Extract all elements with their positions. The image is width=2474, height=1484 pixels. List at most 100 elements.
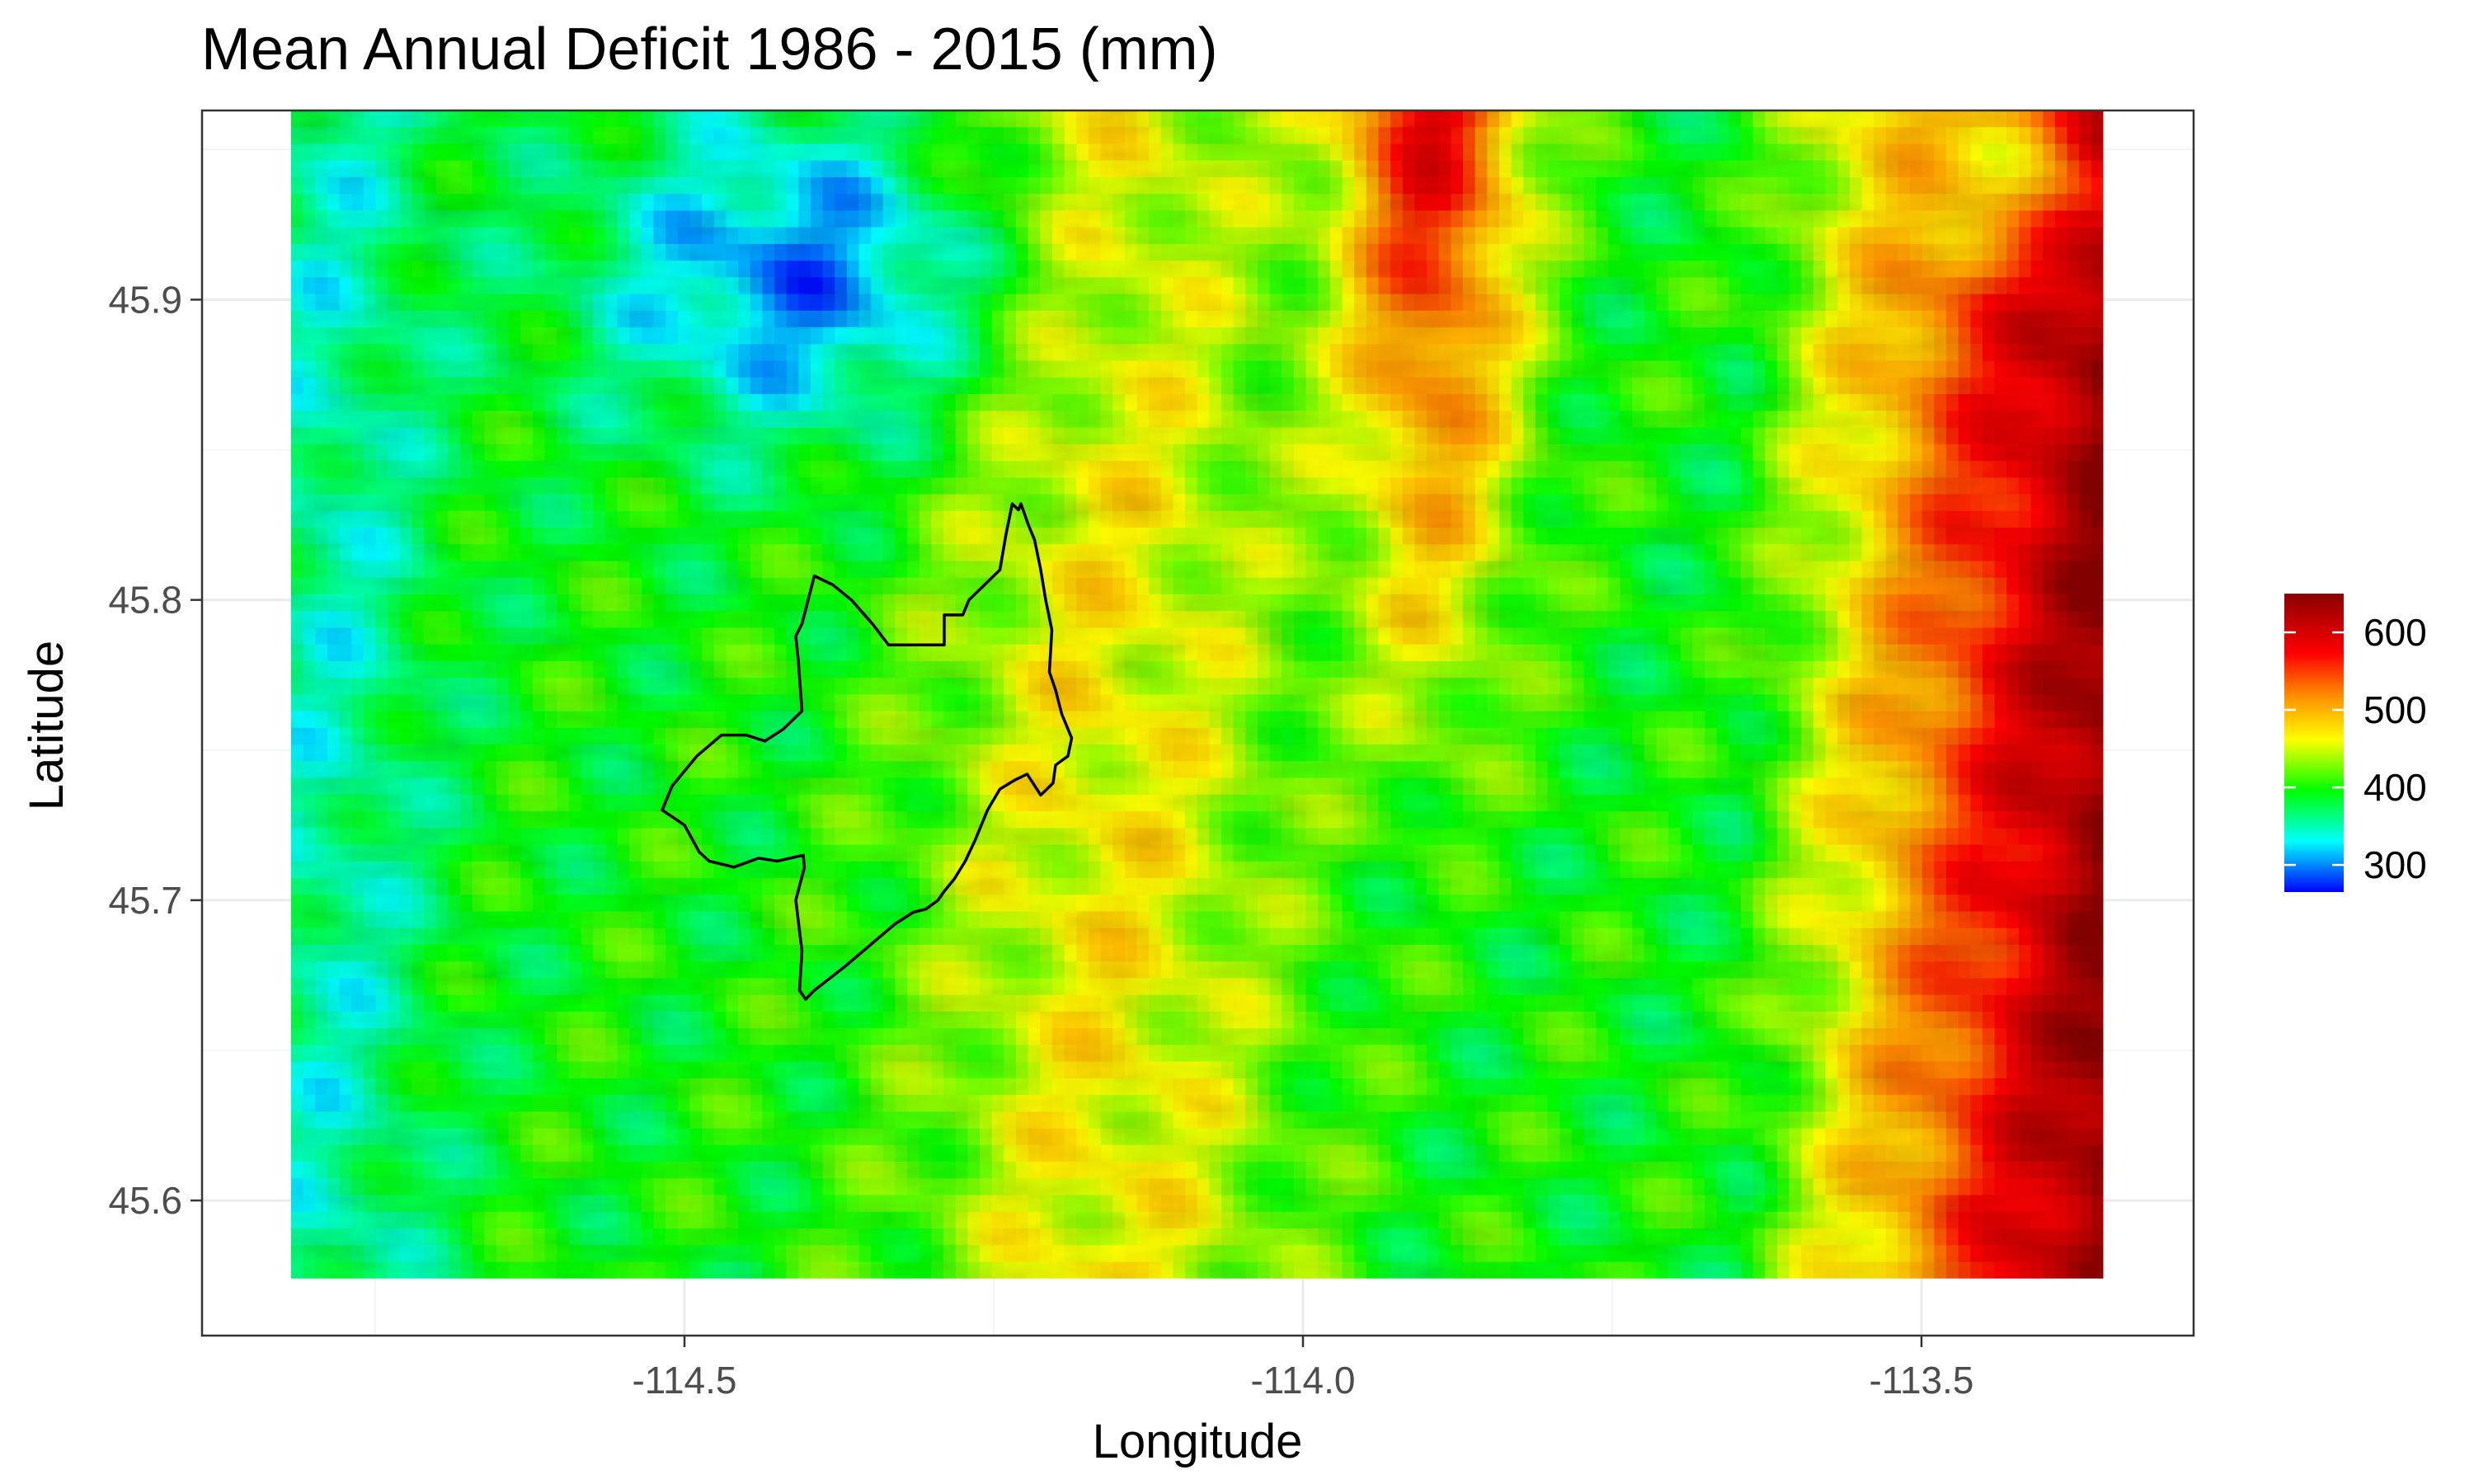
raster-cell xyxy=(1318,243,1331,261)
raster-cell xyxy=(604,143,618,162)
raster-cell xyxy=(702,377,715,395)
raster-cell xyxy=(1185,461,1198,478)
raster-cell xyxy=(327,594,341,612)
raster-cell xyxy=(604,210,618,228)
raster-cell xyxy=(1752,510,1766,528)
raster-cell xyxy=(1656,577,1669,595)
raster-cell xyxy=(750,611,763,629)
raster-cell xyxy=(1825,444,1838,462)
raster-cell xyxy=(1958,344,1971,362)
raster-cell xyxy=(1801,327,1814,345)
raster-cell xyxy=(351,243,365,261)
raster-cell xyxy=(1511,510,1524,528)
raster-cell xyxy=(593,627,606,646)
raster-cell xyxy=(1100,344,1113,362)
raster-cell xyxy=(858,110,872,128)
raster-cell xyxy=(1813,461,1827,478)
raster-cell xyxy=(1004,627,1017,646)
raster-cell xyxy=(351,344,365,362)
raster-cell xyxy=(520,394,534,411)
raster-cell xyxy=(1173,110,1186,128)
raster-cell xyxy=(1173,310,1186,328)
raster-cell xyxy=(339,611,352,629)
raster-cell xyxy=(327,360,341,378)
raster-cell xyxy=(1596,360,1609,378)
raster-cell xyxy=(303,360,316,378)
raster-cell xyxy=(544,143,557,162)
raster-cell xyxy=(1825,411,1838,429)
raster-cell xyxy=(1934,227,1947,245)
raster-cell xyxy=(1354,261,1367,278)
raster-cell xyxy=(1994,360,2007,378)
raster-cell xyxy=(604,227,618,245)
raster-cell xyxy=(931,110,944,128)
raster-cell xyxy=(666,344,679,362)
raster-cell xyxy=(327,544,341,562)
raster-cell xyxy=(1861,143,1874,162)
raster-cell xyxy=(2006,494,2020,512)
raster-cell xyxy=(1173,143,1186,162)
raster-cell xyxy=(1438,528,1451,545)
raster-cell xyxy=(424,360,437,378)
raster-cell xyxy=(291,243,304,261)
raster-cell xyxy=(1463,644,1476,662)
raster-cell xyxy=(666,544,679,562)
raster-cell xyxy=(1680,143,1693,162)
raster-cell xyxy=(520,143,534,162)
raster-cell xyxy=(2030,611,2044,629)
raster-cell xyxy=(1776,411,1790,429)
raster-cell xyxy=(1741,310,1754,328)
raster-cell xyxy=(1970,461,1983,478)
raster-cell xyxy=(1632,627,1645,646)
raster-cell xyxy=(666,577,679,595)
raster-cell xyxy=(1258,627,1271,646)
raster-cell xyxy=(1946,277,1959,295)
raster-cell xyxy=(1946,344,1959,362)
raster-cell xyxy=(1680,477,1693,495)
raster-cell xyxy=(435,594,449,612)
raster-cell xyxy=(1414,461,1427,478)
raster-cell xyxy=(2091,594,2104,612)
raster-cell xyxy=(472,327,485,345)
raster-cell xyxy=(1499,110,1512,128)
raster-cell xyxy=(1632,277,1645,295)
raster-cell xyxy=(1752,611,1766,629)
raster-cell xyxy=(882,528,896,545)
raster-cell xyxy=(1729,427,1742,445)
raster-cell xyxy=(895,561,908,579)
raster-cell xyxy=(895,528,908,545)
raster-cell xyxy=(1801,210,1814,228)
raster-cell xyxy=(1910,294,1923,312)
raster-cell xyxy=(1269,528,1282,545)
raster-cell xyxy=(689,294,703,312)
raster-cell xyxy=(955,294,968,312)
raster-cell xyxy=(774,227,788,245)
raster-cell xyxy=(1511,176,1524,195)
raster-cell xyxy=(1559,210,1573,228)
raster-cell xyxy=(931,644,944,662)
raster-cell xyxy=(1729,461,1742,478)
raster-cell xyxy=(1789,310,1802,328)
raster-cell xyxy=(1692,327,1705,345)
raster-cell xyxy=(1583,494,1597,512)
raster-cell xyxy=(557,344,570,362)
raster-cell xyxy=(907,594,920,612)
raster-cell xyxy=(713,627,727,646)
raster-cell xyxy=(1016,411,1029,429)
raster-cell xyxy=(435,360,449,378)
raster-cell xyxy=(2018,510,2032,528)
raster-cell xyxy=(1620,210,1633,228)
raster-cell xyxy=(435,461,449,478)
raster-cell xyxy=(1946,594,1959,612)
raster-cell xyxy=(604,411,618,429)
raster-cell xyxy=(303,411,316,429)
raster-cell xyxy=(1160,411,1174,429)
raster-cell xyxy=(774,411,788,429)
raster-cell xyxy=(424,627,437,646)
raster-cell xyxy=(1124,360,1138,378)
raster-cell xyxy=(1149,344,1162,362)
raster-cell xyxy=(1258,110,1271,128)
raster-cell xyxy=(1898,477,1911,495)
raster-cell xyxy=(1982,477,1996,495)
raster-cell xyxy=(1535,611,1549,629)
